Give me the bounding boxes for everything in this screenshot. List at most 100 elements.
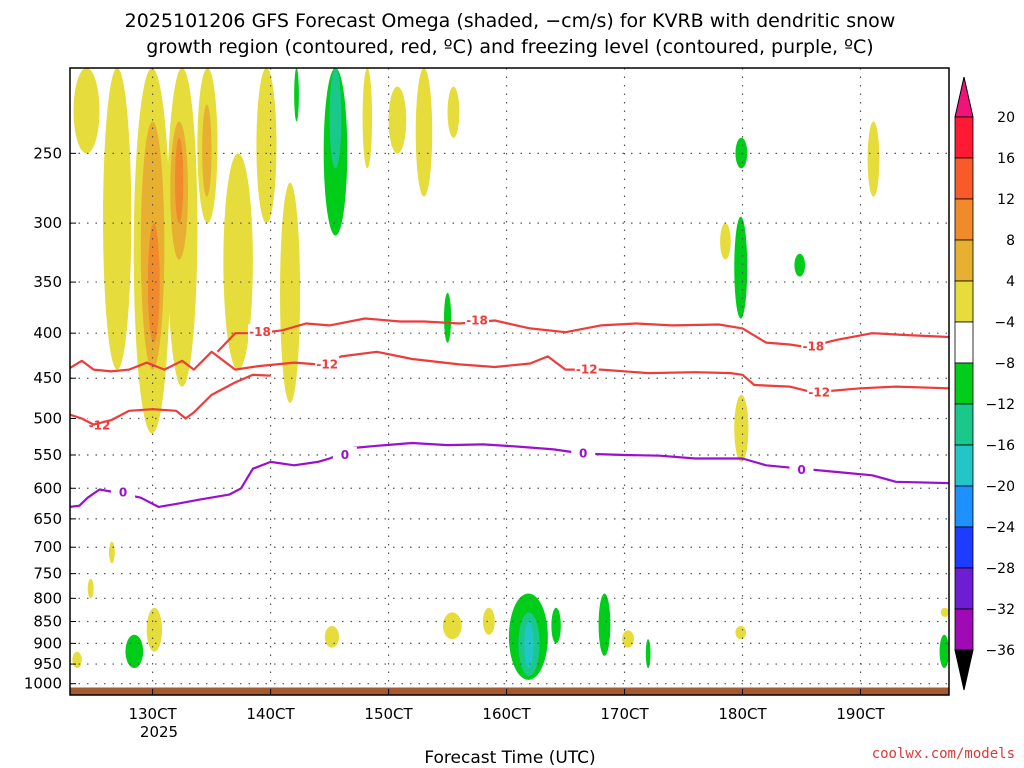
contour-label-background <box>807 384 832 400</box>
omega-shaded-region <box>324 625 340 648</box>
contour-label: 0 <box>119 486 127 500</box>
omega-shaded-region <box>73 68 100 154</box>
colorbar-label: −12 <box>985 397 1015 413</box>
omega-shaded-region <box>329 68 342 169</box>
x-axis-year-label: 2025 <box>140 723 178 741</box>
x-tick-label: 150CT <box>364 705 413 723</box>
colorbar-swatch <box>954 280 974 323</box>
contour-label: -12 <box>808 385 830 399</box>
contour-line <box>69 373 271 426</box>
colorbar-label: 8 <box>1006 233 1015 249</box>
x-tick-label: 130CT <box>128 705 177 723</box>
omega-shaded-region <box>867 121 880 197</box>
y-tick-label: 900 <box>33 634 62 652</box>
colorbar-swatch <box>954 567 974 610</box>
y-tick-label: 600 <box>33 479 62 497</box>
omega-shaded-region <box>735 137 748 169</box>
colorbar-swatch <box>954 403 974 446</box>
omega-shaded-region <box>108 541 115 564</box>
y-tick-label: 800 <box>33 589 62 607</box>
chart-title-line-1: 2025101206 GFS Forecast Omega (shaded, −… <box>125 10 896 32</box>
x-tick-label: 190CT <box>836 705 885 723</box>
colorbar-top-arrow <box>954 76 974 118</box>
omega-shaded-region <box>482 607 495 635</box>
omega-shaded-region <box>125 634 144 669</box>
colorbar-swatch <box>954 157 974 200</box>
contour-label-background <box>789 461 814 477</box>
colorbar-label: 20 <box>997 110 1015 126</box>
x-tick-label: 160CT <box>482 705 531 723</box>
omega-shaded-region <box>524 621 534 669</box>
x-tick-label: 170CT <box>600 705 649 723</box>
colorbar-swatch <box>954 444 974 487</box>
colorbar-swatch <box>954 198 974 241</box>
contour-label-background <box>801 338 826 354</box>
contour-label-background <box>574 361 599 377</box>
omega-shaded-region <box>147 223 160 343</box>
colorbar-label: −8 <box>994 356 1015 372</box>
x-tick-label: 180CT <box>718 705 767 723</box>
y-tick-label: 250 <box>33 144 62 162</box>
omega-shaded-region <box>598 593 611 656</box>
y-tick-label: 650 <box>33 510 62 528</box>
omega-shaded-region <box>940 607 949 617</box>
y-tick-label: 700 <box>33 538 62 556</box>
colorbar-swatch <box>954 239 974 282</box>
colorbar-legend: 20 16 12 8 4 −4 −8 −12 −16 −20 −24 −28 −32 −36 <box>954 76 1015 691</box>
omega-shaded-region <box>444 292 452 343</box>
omega-shaded-region <box>442 612 462 640</box>
omega-shaded-region <box>72 651 82 669</box>
omega-shaded-region <box>202 104 212 197</box>
omega-shaded-region <box>294 68 299 122</box>
contour-label-background <box>111 484 136 500</box>
contour-label-background <box>332 446 357 462</box>
omega-shaded-region <box>103 68 132 370</box>
contour-line <box>216 317 950 353</box>
contour-label: -18 <box>249 325 271 339</box>
omega-shaded-region <box>622 630 634 648</box>
contour-label-background <box>247 324 272 340</box>
colorbar-swatch <box>954 526 974 569</box>
colorbar-label: −36 <box>985 643 1015 659</box>
x-tick-label: 140CT <box>246 705 295 723</box>
contour-label: -12 <box>576 363 598 377</box>
contour-label: -18 <box>466 314 488 328</box>
omega-shaded-region <box>415 68 433 197</box>
colorbar-label: −28 <box>985 561 1015 577</box>
omega-shaded-region <box>551 607 561 644</box>
omega-shaded-region <box>734 216 748 319</box>
contour-line <box>69 441 950 508</box>
terrain-surface <box>70 687 949 695</box>
y-tick-label: 300 <box>33 214 62 232</box>
contour-line <box>69 350 950 394</box>
colorbar-swatch <box>954 485 974 528</box>
colorbar-swatch <box>954 608 974 651</box>
y-tick-label: 1000 <box>24 675 62 693</box>
colorbar-label: −32 <box>985 602 1015 618</box>
contour-label-background <box>465 312 490 328</box>
terrain-layer <box>70 687 949 695</box>
omega-shaded-region <box>87 578 94 599</box>
omega-shaded-region <box>223 153 253 370</box>
omega-shaded-region <box>280 182 301 403</box>
colorbar-label: −4 <box>994 315 1015 331</box>
y-tick-label: 550 <box>33 446 62 464</box>
contour-label-background <box>571 445 596 461</box>
y-tick-label: 450 <box>33 369 62 387</box>
y-tick-label: 350 <box>33 273 62 291</box>
omega-shaded-region <box>146 607 163 652</box>
colorbar-label: −16 <box>985 438 1015 454</box>
y-tick-label: 750 <box>33 565 62 583</box>
omega-shaded-region <box>362 68 373 169</box>
contour-label: 0 <box>797 463 805 477</box>
omega-shaded-region <box>734 394 749 462</box>
colorbar-label: −24 <box>985 520 1015 536</box>
colorbar-label: 12 <box>997 192 1015 208</box>
plot-frame <box>69 67 950 696</box>
omega-shading <box>72 67 949 680</box>
colorbar-bottom-arrow <box>954 649 974 691</box>
omega-shaded-region <box>256 67 277 224</box>
colorbar-swatch <box>954 116 974 159</box>
contour-label: -12 <box>316 357 338 371</box>
